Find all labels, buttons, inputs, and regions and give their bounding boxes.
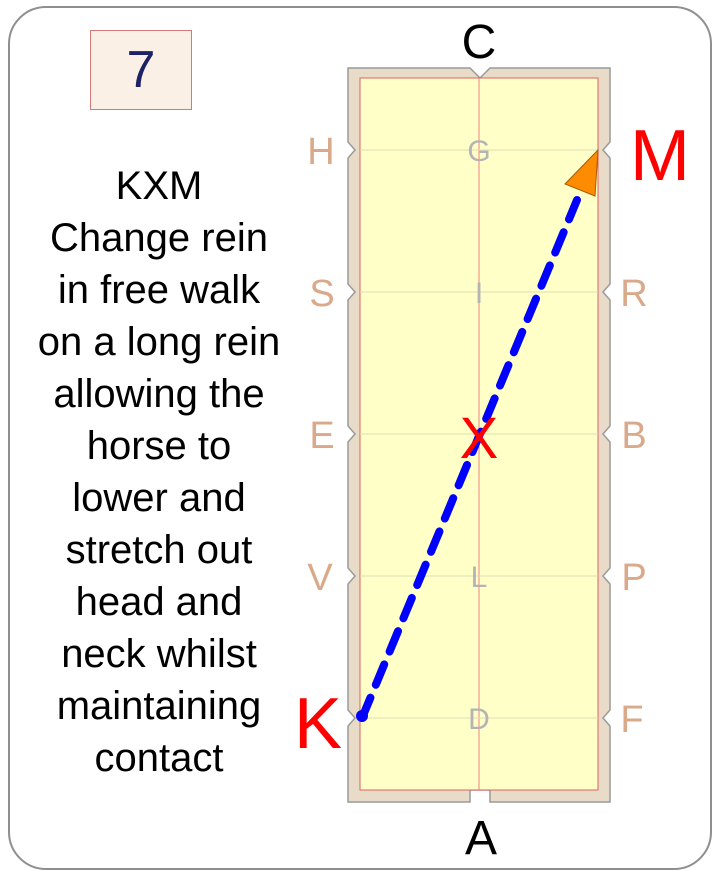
direction-arrow [564,148,599,197]
letter-h: H [307,131,334,173]
instruction-line: horse to [86,424,232,468]
instruction-line: head and [75,580,243,624]
letter-d: D [468,703,490,736]
instruction-line: neck whilst [61,632,257,676]
letter-v: V [307,557,333,599]
letter-m: M [630,116,690,196]
instruction-line: Change rein [50,216,268,260]
instruction-line: lower and [72,476,246,520]
instruction-line: stretch out [65,528,253,572]
letter-s: S [309,273,334,315]
step-number: 7 [126,41,156,99]
path-start-dot [356,710,368,722]
letter-b: B [621,415,646,457]
letter-g: G [467,135,490,168]
letter-x: X [460,406,499,471]
letter-p: P [621,557,646,599]
letter-f: F [620,699,643,741]
letter-a: A [465,812,497,865]
letter-k: K [294,684,342,764]
letter-l: L [471,561,488,594]
instruction-line: in free walk [57,268,261,312]
instruction-line: allowing the [53,372,265,416]
instruction-line: KXM [115,164,203,208]
letter-c: C [462,16,497,69]
instruction-line: on a long rein [37,320,281,364]
free-walk-path [358,196,581,722]
step-number-box: 7 [90,30,192,110]
letter-i: I [475,277,483,310]
instruction-line: contact [94,736,224,780]
letter-r: R [620,273,647,315]
instruction-text: KXM Change rein in free walk on a long r… [6,160,312,784]
letter-e: E [309,415,334,457]
instruction-line: maintaining [56,684,262,728]
